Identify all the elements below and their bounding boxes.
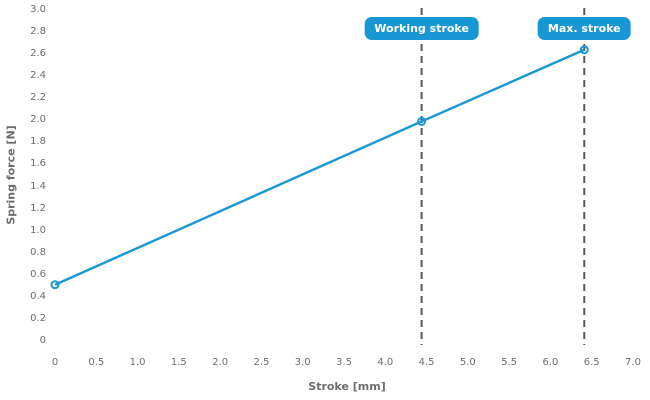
data-point-marker-2 [579,45,589,55]
y-tick-label: 2.4 [30,70,46,82]
x-tick-label: 6.0 [542,357,559,368]
x-tick-label: 1.5 [170,357,187,368]
x-tick-label: 4.5 [418,357,435,368]
x-tick-label: 1.0 [129,357,146,368]
y-tick-label: 1.2 [30,202,46,214]
annotation-badge-working-stroke: Working stroke [364,17,479,40]
y-tick-label: 0.4 [30,290,46,302]
y-tick-label: 2.6 [30,48,46,60]
y-tick-label: 1.0 [30,224,46,236]
x-tick-label: 3.0 [294,357,311,368]
x-tick-label: 6.5 [583,357,600,368]
x-tick-label: 2.5 [253,357,270,368]
data-point-marker-0 [50,280,60,290]
x-tick-label: 7.0 [625,357,641,368]
y-tick-label: 3.0 [30,4,46,15]
y-tick-label: 2.2 [30,92,46,104]
y-tick-label: 1.8 [30,136,46,148]
y-tick-label: 0.8 [30,246,46,258]
x-axis-title: Stroke [mm] [308,380,386,393]
x-tick-label: 4.0 [377,357,394,368]
x-tick-label: 5.5 [501,357,518,368]
spring-characteristic-line [54,48,585,286]
y-tick-label: 1.6 [30,158,46,170]
y-tick-label: 0 [39,335,46,346]
x-tick-label: 0.5 [88,357,105,368]
x-tick-label: 3.5 [336,357,352,368]
x-tick-label: 0 [51,357,59,368]
y-tick-label: 0.2 [30,312,46,324]
y-tick-label: 2.8 [30,26,46,38]
x-tick-label: 2.0 [212,357,229,368]
data-point-marker-1 [417,116,427,126]
y-tick-label: 1.4 [30,180,46,192]
y-axis-title: Spring force [N] [4,125,18,225]
annotation-badge-max-stroke: Max. stroke [537,17,631,40]
y-tick-label: 0.6 [30,268,46,280]
y-tick-label: 2.0 [30,114,46,126]
x-tick-label: 5.0 [459,357,476,368]
